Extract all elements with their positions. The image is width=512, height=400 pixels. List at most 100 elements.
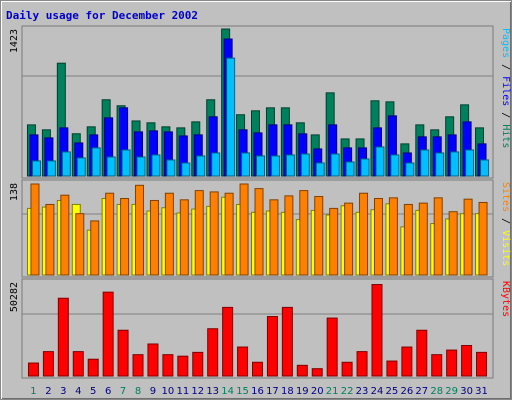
x-tick-label: 31	[475, 386, 488, 397]
bar-sites	[209, 191, 219, 276]
bar-sites	[344, 202, 354, 276]
x-tick-label: 14	[221, 386, 234, 397]
bar-sites	[373, 198, 383, 276]
bar-pages	[31, 160, 41, 177]
x-tick-label: 4	[75, 386, 81, 397]
bar-sites	[179, 199, 189, 276]
legend-kbytes-panel: KBytes	[500, 281, 511, 317]
bar-sites	[403, 203, 413, 276]
bar-kbytes	[326, 317, 338, 377]
bar-kbytes	[42, 351, 54, 377]
legend-sites-panel: Sites / Visits	[500, 182, 511, 266]
legend-separator: /	[500, 212, 511, 230]
x-tick-label: 7	[120, 386, 126, 397]
bar-kbytes	[416, 329, 428, 377]
bar-sites	[60, 194, 70, 276]
bar-pages	[465, 149, 475, 177]
bar-pages	[420, 149, 430, 177]
bar-pages	[151, 154, 161, 177]
bar-pages	[136, 156, 146, 177]
x-tick-label: 13	[206, 386, 219, 397]
chart-title: Daily usage for December 2002	[6, 9, 199, 22]
x-tick-label: 19	[296, 386, 309, 397]
bar-pages	[285, 154, 295, 177]
bar-pages	[166, 159, 176, 177]
x-tick-label: 18	[281, 386, 294, 397]
bar-pages	[480, 159, 490, 177]
bar-pages	[46, 160, 56, 177]
bar-kbytes	[117, 329, 129, 377]
plot-area-3	[21, 278, 494, 379]
y-max-label-hits: 1423	[9, 29, 20, 53]
bar-kbytes	[72, 351, 84, 377]
bar-kbytes	[296, 364, 308, 377]
y-max-label-sites: 138	[9, 183, 20, 201]
x-tick-label: 26	[400, 386, 413, 397]
bar-kbytes	[341, 361, 353, 377]
x-tick-label: 3	[60, 386, 66, 397]
legend-separator: /	[500, 106, 511, 124]
x-tick-label: 9	[150, 386, 156, 397]
x-tick-label: 16	[251, 386, 264, 397]
bar-kbytes	[132, 354, 144, 377]
bar-sites	[463, 198, 473, 276]
legend-separator: /	[500, 58, 511, 76]
bar-kbytes	[102, 291, 114, 377]
bar-sites	[45, 203, 55, 276]
bar-pages	[256, 155, 265, 177]
bar-kbytes	[461, 345, 473, 377]
bar-kbytes	[371, 284, 383, 377]
bar-pages	[270, 155, 280, 177]
bar-sites	[314, 196, 324, 276]
bar-sites	[433, 197, 443, 276]
bar-sites	[269, 199, 279, 276]
bar-sites	[164, 192, 174, 276]
bar-pages	[375, 146, 385, 177]
bar-sites	[135, 184, 145, 276]
bar-sites	[418, 202, 428, 276]
bar-pages	[181, 162, 191, 177]
bar-sites	[120, 198, 130, 276]
bar-sites	[224, 192, 234, 276]
bar-kbytes	[401, 346, 413, 377]
bar-kbytes	[162, 354, 174, 377]
bar-pages	[106, 156, 116, 177]
bar-pages	[390, 154, 400, 177]
bar-kbytes	[266, 316, 278, 377]
bar-kbytes	[177, 355, 189, 377]
bar-pages	[121, 149, 131, 177]
bar-pages	[360, 158, 370, 177]
bar-kbytes	[476, 351, 488, 377]
bar-pages	[211, 152, 221, 177]
bar-sites	[149, 199, 159, 276]
bar-pages	[300, 153, 310, 177]
bar-kbytes	[147, 343, 159, 377]
x-tick-label: 28	[430, 386, 443, 397]
x-tick-label: 8	[135, 386, 141, 397]
legend-kbytes: KBytes	[500, 281, 511, 317]
bar-sites	[30, 183, 40, 276]
x-tick-label: 24	[371, 386, 384, 397]
bar-sites	[75, 213, 85, 276]
bar-pages	[61, 151, 71, 177]
bar-pages	[315, 162, 325, 177]
bar-kbytes	[222, 306, 234, 377]
bar-pages	[91, 147, 101, 177]
bar-sites	[359, 192, 369, 276]
bar-pages	[226, 57, 236, 177]
bar-kbytes	[281, 306, 293, 377]
x-tick-label: 17	[266, 386, 279, 397]
x-tick-label: 25	[386, 386, 399, 397]
y-max-label-kbytes: 50282	[9, 282, 20, 312]
bar-sites	[239, 183, 249, 276]
x-tick-label: 10	[162, 386, 175, 397]
bar-pages	[345, 161, 355, 177]
bar-sites	[90, 220, 100, 276]
legend-hits: Hits	[500, 124, 511, 148]
bar-sites	[299, 190, 309, 276]
bar-kbytes	[446, 349, 458, 377]
x-tick-label: 30	[460, 386, 473, 397]
bar-sites	[105, 192, 115, 276]
bar-pages	[450, 151, 460, 177]
